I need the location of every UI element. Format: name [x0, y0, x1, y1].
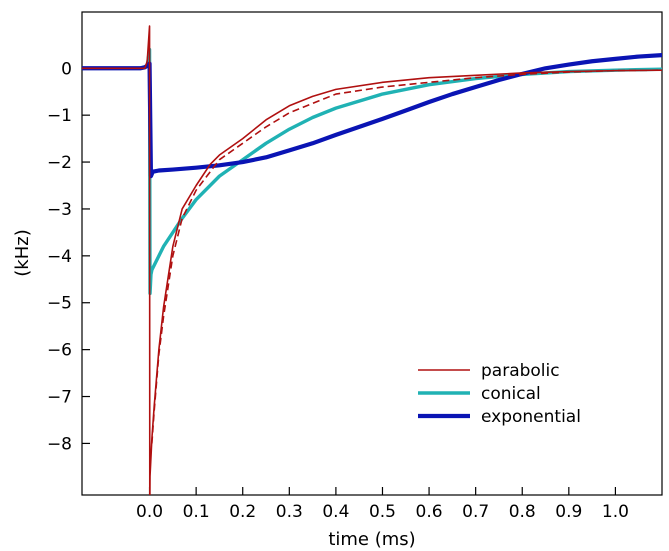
- y-tick-label: −2: [47, 153, 72, 173]
- series-line-parabolic: [82, 25, 662, 495]
- x-tick-label: 0.0: [136, 502, 163, 522]
- x-tick-label: 0.6: [416, 502, 443, 522]
- y-axis: 0 −1 −2 −3 −4 −5 −6 −7 −8: [47, 59, 90, 454]
- x-tick-label: 0.7: [462, 502, 489, 522]
- x-tick-label: 0.1: [183, 502, 210, 522]
- series-line-exponential: [82, 53, 662, 179]
- series-layer: [82, 25, 662, 495]
- y-tick-label: −3: [47, 200, 72, 220]
- y-tick-label: −1: [47, 106, 72, 126]
- x-tick-label: 0.3: [276, 502, 303, 522]
- legend-label: exponential: [481, 407, 581, 427]
- x-tick-label: 0.9: [555, 502, 582, 522]
- y-tick-label: −6: [47, 341, 72, 361]
- y-tick-label: 0: [61, 59, 72, 79]
- y-tick-label: −5: [47, 294, 72, 314]
- y-tick-label: −7: [47, 388, 72, 408]
- x-tick-label: 0.5: [369, 502, 396, 522]
- plot-frame: [81, 11, 663, 496]
- x-tick-label: 1.0: [602, 502, 629, 522]
- x-tick-label: 0.4: [322, 502, 349, 522]
- x-axis-title: time (ms): [328, 529, 415, 550]
- legend-label: conical: [481, 384, 541, 404]
- y-tick-label: −8: [47, 434, 72, 454]
- x-tick-label: 0.2: [229, 502, 256, 522]
- y-tick-label: −4: [47, 247, 72, 267]
- series-line-parabolic-dashed: [151, 69, 662, 444]
- x-axis: 0.0 0.1 0.2 0.3 0.4 0.5 0.6 0.7 0.8 0.9 1.0: [136, 487, 629, 522]
- y-axis-title: (kHz): [12, 229, 33, 276]
- legend-label: parabolic: [481, 361, 560, 381]
- legend: parabolic conical exponential: [418, 361, 581, 427]
- x-tick-label: 0.8: [509, 502, 536, 522]
